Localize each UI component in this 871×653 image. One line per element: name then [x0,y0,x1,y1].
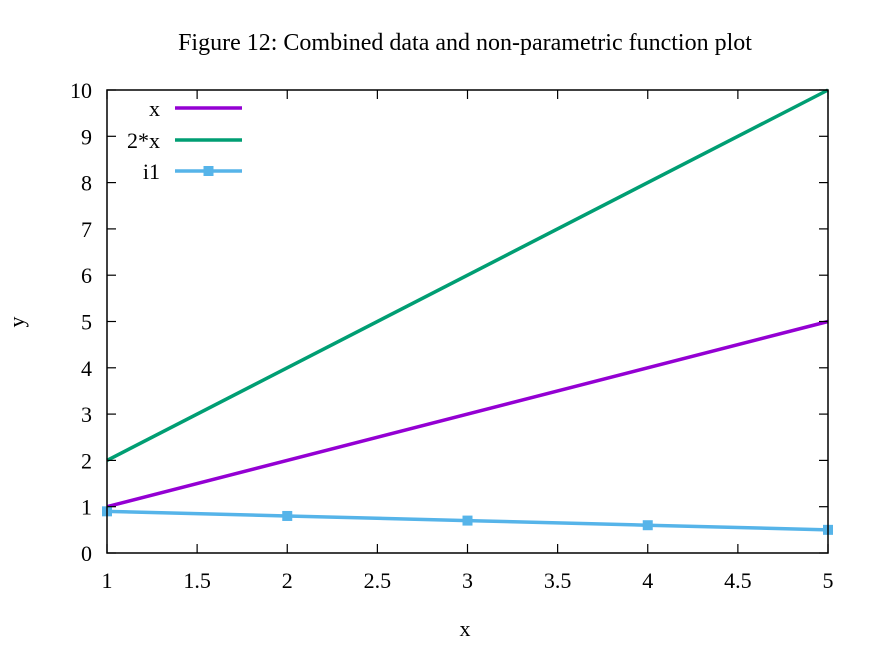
legend-swatch-marker [203,166,214,176]
x-tick-label: 5 [823,568,834,593]
series-point-2 [282,510,293,521]
legend: x 2*x i1 [127,96,242,184]
plot-frame [106,89,829,554]
x-tick-label: 2.5 [364,568,392,593]
x-tick-label: 1 [102,568,113,593]
x-tick-label: 2 [282,568,293,593]
x-tick-label: 3 [462,568,473,593]
y-tick-label: 6 [81,263,92,288]
chart-title: Figure 12: Combined data and non-paramet… [178,30,752,56]
y-tick-label: 1 [81,495,92,520]
y-tick-label: 4 [81,356,92,381]
series-point-2 [462,515,473,526]
series-layer [102,88,833,535]
x-axis-label: x [460,616,471,641]
series-line-0 [106,319,829,509]
legend-label: i1 [143,159,160,184]
x-tick-label: 1.5 [183,568,211,593]
y-tick-label: 10 [70,78,92,103]
y-tick-label: 7 [81,217,92,242]
x-tick-label: 3.5 [544,568,572,593]
y-tick-label: 5 [81,310,92,335]
legend-label: x [149,96,160,121]
y-tick-label: 3 [81,402,92,427]
y-tick-label: 0 [81,541,92,566]
y-tick-label: 9 [81,124,92,149]
y-tick-label: 2 [81,448,92,473]
series-point-2 [642,520,653,531]
series-line-1 [106,88,829,462]
legend-label: 2*x [127,128,160,153]
y-tick-label: 8 [81,171,92,196]
y-axis-label: y [4,317,29,328]
x-tick-label: 4 [642,568,653,593]
x-tick-label: 4.5 [724,568,752,593]
